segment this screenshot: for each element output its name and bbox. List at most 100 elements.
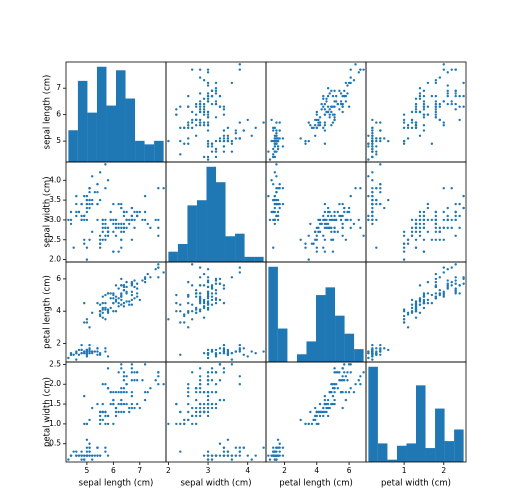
hist-bar [254,256,264,262]
point [198,406,202,410]
point [194,386,198,390]
point [230,458,234,461]
point [122,214,126,218]
point [80,348,83,352]
point [323,108,327,111]
point [322,97,325,100]
point [88,343,91,347]
point [138,298,142,302]
point [80,202,83,206]
point [323,142,327,145]
point [214,150,218,153]
point [206,142,210,145]
point [434,94,438,98]
point [190,309,194,313]
point [422,100,426,103]
point [85,206,89,210]
point [315,113,319,116]
point [434,297,438,300]
point [367,175,370,178]
point [101,418,104,422]
point [438,105,442,108]
point [341,379,344,382]
point [88,202,91,206]
hist-bar [144,144,155,162]
point [254,126,257,130]
point [206,450,210,453]
point [190,263,194,266]
point [218,139,222,143]
point [352,79,356,82]
point [458,105,461,108]
point [341,110,344,114]
point [104,422,107,426]
point [379,202,382,206]
point [198,383,202,386]
y-tick-label: 4 [56,306,61,315]
point [187,418,190,422]
point [69,353,73,356]
y-tick-label: 4.0 [49,175,61,184]
point [422,238,426,241]
y-tick-label: 3.5 [49,195,61,204]
point [75,202,78,206]
point [310,242,314,245]
point [120,402,123,406]
point [268,458,272,461]
y-tick-label: 1.5 [49,399,61,408]
point [206,280,210,284]
point [299,137,302,140]
point [218,398,222,402]
point [183,422,186,426]
point [179,153,182,156]
point [438,118,442,122]
cell [365,61,467,163]
point [135,371,139,374]
point [276,147,280,151]
point [135,292,139,295]
point [187,402,190,406]
point [179,353,182,356]
point [446,279,449,282]
point [85,194,89,198]
point [322,94,325,98]
point [190,110,194,114]
point [69,218,73,222]
point [206,113,210,116]
point [273,210,277,214]
point [422,113,426,116]
point [446,284,449,287]
point [80,218,83,222]
point [268,158,272,161]
point [202,113,206,116]
point [339,390,343,394]
point [187,394,190,398]
point [325,410,328,414]
point [175,108,178,111]
point [454,68,457,71]
point [154,268,157,271]
point [198,124,202,127]
point [117,287,120,290]
point [418,297,422,300]
point [446,102,449,106]
point [179,126,182,130]
point [194,311,198,315]
y-tick-label: 3.0 [49,215,61,224]
hist-bar [354,349,364,362]
point [442,290,445,294]
point [230,139,234,143]
point [450,266,453,269]
hist-bar [368,366,378,462]
point [246,355,249,358]
point [434,292,438,295]
point [125,285,128,289]
hist-bar [325,287,336,362]
point [410,298,414,302]
point [214,81,218,85]
point [458,202,461,206]
point [98,246,102,249]
point [187,137,190,140]
point [230,454,234,457]
point [367,158,370,161]
